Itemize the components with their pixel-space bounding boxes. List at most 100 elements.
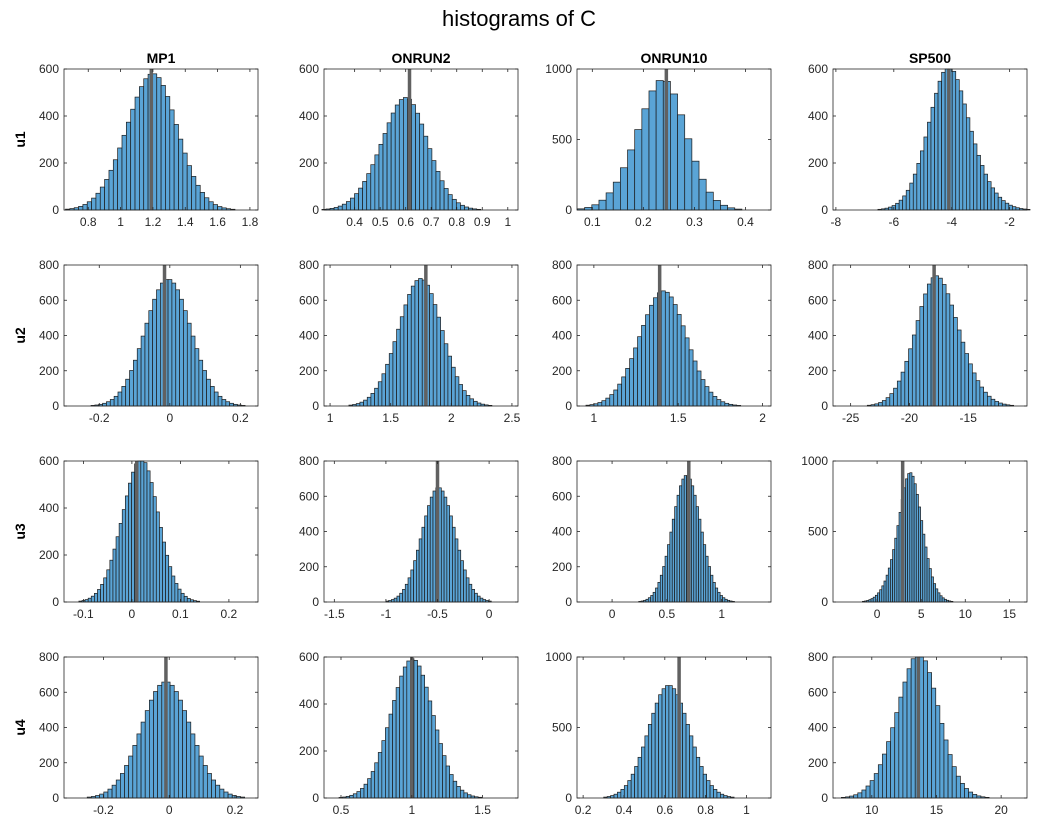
histogram-bar bbox=[911, 334, 917, 407]
histogram-bar bbox=[941, 71, 946, 211]
histogram-bar bbox=[705, 555, 709, 603]
column-title-sp500: SP500 bbox=[909, 50, 951, 66]
histogram-bar bbox=[169, 109, 175, 211]
histogram-bar bbox=[362, 181, 368, 211]
histogram-bar bbox=[949, 304, 954, 407]
histogram-bar bbox=[440, 330, 445, 407]
histogram-bar bbox=[980, 165, 985, 211]
y-tick-label: 600 bbox=[39, 454, 59, 468]
histogram-bar bbox=[115, 779, 121, 799]
histogram-bar bbox=[997, 196, 1003, 211]
histogram-bar bbox=[709, 785, 714, 799]
histogram-bar bbox=[724, 402, 730, 407]
histogram-bar bbox=[629, 358, 634, 407]
histogram-bar bbox=[167, 279, 173, 407]
x-tick-label: -25 bbox=[842, 411, 860, 425]
histogram-bar bbox=[926, 283, 932, 407]
histogram-bar bbox=[392, 341, 397, 407]
histogram-bar bbox=[965, 117, 971, 211]
x-tick-label: 0.6 bbox=[397, 215, 414, 229]
x-tick-label: 0.2 bbox=[575, 803, 592, 817]
histogram-bar bbox=[910, 658, 916, 799]
histogram-bar bbox=[174, 583, 179, 603]
histogram-bar bbox=[691, 485, 695, 603]
histogram-bar bbox=[423, 135, 429, 211]
x-tick-label: 1 bbox=[408, 803, 415, 817]
histogram-bar bbox=[186, 165, 192, 211]
histogram-bar bbox=[853, 794, 859, 799]
histogram-bar bbox=[937, 80, 942, 211]
histogram-bar bbox=[681, 478, 685, 603]
histogram-bar bbox=[382, 133, 388, 211]
histogram-bar bbox=[994, 192, 999, 211]
x-tick-label: 0.5 bbox=[372, 215, 389, 229]
histogram-bar bbox=[909, 182, 914, 211]
x-tick-label: 0 bbox=[129, 607, 136, 621]
histogram-bar bbox=[178, 138, 184, 211]
y-tick-label: 0 bbox=[52, 399, 59, 413]
histogram-bar bbox=[438, 743, 443, 799]
histogram-bar bbox=[987, 395, 992, 407]
histogram-bar bbox=[415, 112, 421, 211]
histogram-bar bbox=[159, 527, 163, 603]
histogram-bar bbox=[449, 515, 453, 603]
y-tick-label: 0 bbox=[52, 595, 59, 609]
histogram-bar bbox=[128, 755, 134, 799]
x-tick-label: 1 bbox=[327, 411, 334, 425]
histogram-bar bbox=[664, 291, 670, 407]
y-tick-label: 200 bbox=[299, 156, 319, 170]
histogram-u1-onrun2: 0.4 0.5 0.6 0.7 0.8 0.9 1 0 200 400 600 bbox=[299, 62, 519, 229]
histogram-bar bbox=[393, 597, 398, 603]
histogram-bar bbox=[457, 549, 462, 603]
y-tick-label: 0 bbox=[312, 791, 319, 805]
x-tick-label: 1 bbox=[504, 215, 511, 229]
x-tick-label: 1 bbox=[591, 411, 598, 425]
histogram-bar bbox=[421, 526, 426, 603]
histogram-bar bbox=[630, 773, 635, 799]
histogram-u2-sp500: -25 -20 -15 0 200 400 600 800 bbox=[808, 258, 1028, 425]
histogram-bar bbox=[660, 290, 666, 407]
axes-box bbox=[63, 68, 259, 211]
y-tick-label: 600 bbox=[808, 62, 828, 76]
histogram-bar bbox=[399, 675, 404, 799]
histogram-bar bbox=[341, 203, 347, 211]
y-tick-label: 400 bbox=[808, 109, 828, 123]
histogram-bar bbox=[149, 699, 154, 799]
y-tick-label: 400 bbox=[808, 329, 828, 343]
histogram-bar bbox=[889, 393, 894, 407]
histogram-u3-sp500: 0 5 10 15 0 500 1000 bbox=[801, 454, 1028, 621]
histogram-bar bbox=[452, 526, 456, 603]
histogram-bar bbox=[211, 779, 216, 799]
histogram-bar bbox=[645, 314, 650, 407]
y-tick-label: 600 bbox=[39, 685, 59, 699]
x-tick-label: -8 bbox=[831, 215, 842, 229]
histogram-bar bbox=[99, 186, 105, 211]
y-tick-label: 200 bbox=[808, 756, 828, 770]
y-tick-label: 0 bbox=[565, 595, 572, 609]
histogram-bar bbox=[374, 154, 380, 211]
histogram-bar bbox=[374, 387, 379, 407]
x-tick-label: 0.2 bbox=[221, 607, 238, 621]
histogram-bar bbox=[183, 310, 188, 407]
y-tick-label: 600 bbox=[299, 293, 319, 307]
histogram-bar bbox=[716, 399, 722, 407]
histogram-bar bbox=[688, 349, 694, 407]
histogram-bar bbox=[644, 735, 649, 799]
histogram-bar bbox=[377, 752, 383, 799]
histogram-bar bbox=[712, 396, 718, 407]
histogram-bar bbox=[208, 201, 214, 211]
histogram-bar bbox=[661, 688, 666, 799]
histogram-bar bbox=[386, 122, 392, 211]
histogram-bar bbox=[724, 598, 728, 603]
histogram-bar bbox=[131, 471, 135, 603]
histogram-bar bbox=[445, 765, 450, 799]
x-tick-label: 0 bbox=[166, 803, 173, 817]
y-tick-label: 200 bbox=[808, 156, 828, 170]
histogram-bar bbox=[469, 398, 474, 407]
histogram-bar bbox=[896, 380, 902, 407]
histogram-bar bbox=[377, 381, 383, 407]
histogram-u2-onrun2: 1 1.5 2 2.5 0 200 400 600 800 bbox=[299, 258, 521, 425]
histogram-bar bbox=[691, 160, 700, 211]
y-tick-label: 400 bbox=[299, 697, 319, 711]
